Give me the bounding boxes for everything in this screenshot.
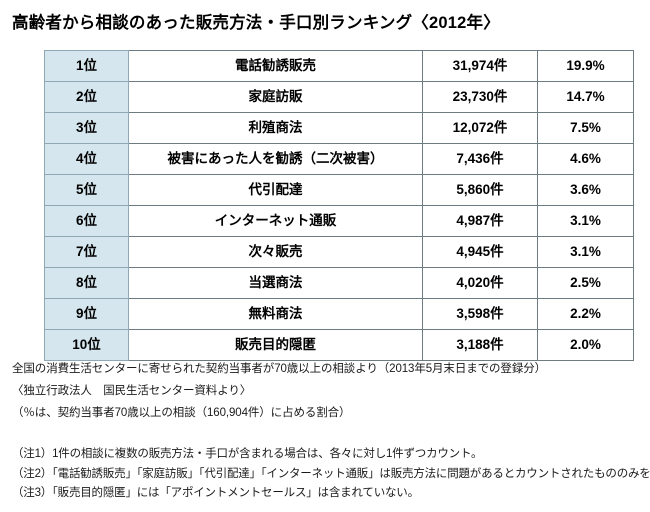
source-note-line: 全国の消費生活センターに寄せられた契約当事者が70歳以上の相談より（2013年5… [12, 363, 547, 375]
count-cell: 4,020件 [422, 267, 538, 299]
method-cell: 家庭訪販 [128, 81, 423, 113]
footnote-line: （注2）「電話勧誘販売」「家庭訪販」「代引配達」「インターネット通販」は販売方法… [12, 467, 650, 480]
table-row: 10位 販売目的隠匿 3,188件 2.0% [44, 329, 634, 361]
page-title: 高齢者から相談のあった販売方法・手口別ランキング〈2012年〉 [12, 14, 500, 32]
method-cell: 代引配達 [128, 174, 423, 206]
percent-cell: 2.0% [537, 329, 634, 361]
percent-cell: 3.6% [537, 174, 634, 206]
footnote-line: （注3）「販売目的隠匿」には「アポイントメントセールス」は含まれていない。 [12, 487, 419, 499]
table-row: 9位 無料商法 3,598件 2.2% [44, 298, 634, 330]
table-row: 1位 電話勧誘販売 31,974件 19.9% [44, 50, 634, 82]
ranking-table: 1位 電話勧誘販売 31,974件 19.9% 2位 家庭訪販 23,730件 … [44, 50, 634, 361]
table-row: 2位 家庭訪販 23,730件 14.7% [44, 81, 634, 113]
table-row: 4位 被害にあった人を勧誘（二次被害） 7,436件 4.6% [44, 143, 634, 175]
percent-cell: 2.5% [537, 267, 634, 299]
percent-cell: 4.6% [537, 143, 634, 175]
percent-cell: 19.9% [537, 50, 634, 82]
rank-cell: 9位 [44, 298, 129, 330]
method-cell: 利殖商法 [128, 112, 423, 144]
rank-cell: 1位 [44, 50, 129, 82]
source-note-line: （％は、契約当事者70歳以上の相談（160,904件）に占める割合） [12, 407, 351, 419]
table-row: 8位 当選商法 4,020件 2.5% [44, 267, 634, 299]
percent-cell: 14.7% [537, 81, 634, 113]
method-cell: 被害にあった人を勧誘（二次被害） [128, 143, 423, 175]
source-notes: 全国の消費生活センターに寄せられた契約当事者が70歳以上の相談より（2013年5… [12, 363, 642, 430]
source-note-line: 〈独立行政法人 国民生活センター資料より〉 [12, 385, 252, 397]
count-cell: 5,860件 [422, 174, 538, 206]
rank-cell: 6位 [44, 205, 129, 237]
rank-cell: 10位 [44, 329, 129, 361]
rank-cell: 5位 [44, 174, 129, 206]
count-cell: 4,987件 [422, 205, 538, 237]
table-row: 7位 次々販売 4,945件 3.1% [44, 236, 634, 268]
percent-cell: 2.2% [537, 298, 634, 330]
count-cell: 3,598件 [422, 298, 538, 330]
rank-cell: 4位 [44, 143, 129, 175]
count-cell: 12,072件 [422, 112, 538, 144]
method-cell: 無料商法 [128, 298, 423, 330]
table-row: 5位 代引配達 5,860件 3.6% [44, 174, 634, 206]
table-row: 3位 利殖商法 12,072件 7.5% [44, 112, 634, 144]
rank-cell: 8位 [44, 267, 129, 299]
rank-cell: 3位 [44, 112, 129, 144]
method-cell: 販売目的隠匿 [128, 329, 423, 361]
rank-cell: 2位 [44, 81, 129, 113]
method-cell: 次々販売 [128, 236, 423, 268]
method-cell: 電話勧誘販売 [128, 50, 423, 82]
ranking-table-body: 1位 電話勧誘販売 31,974件 19.9% 2位 家庭訪販 23,730件 … [44, 50, 634, 361]
percent-cell: 3.1% [537, 205, 634, 237]
count-cell: 7,436件 [422, 143, 538, 175]
percent-cell: 7.5% [537, 112, 634, 144]
footnotes: （注1）1件の相談に複数の販売方法・手口が含まれる場合は、各々に対し1件ずつカウ… [12, 448, 650, 508]
count-cell: 4,945件 [422, 236, 538, 268]
count-cell: 3,188件 [422, 329, 538, 361]
table-row: 6位 インターネット通販 4,987件 3.1% [44, 205, 634, 237]
footnote-line: （注1）1件の相談に複数の販売方法・手口が含まれる場合は、各々に対し1件ずつカウ… [12, 448, 483, 460]
method-cell: 当選商法 [128, 267, 423, 299]
method-cell: インターネット通販 [128, 205, 423, 237]
percent-cell: 3.1% [537, 236, 634, 268]
count-cell: 31,974件 [422, 50, 538, 82]
rank-cell: 7位 [44, 236, 129, 268]
count-cell: 23,730件 [422, 81, 538, 113]
